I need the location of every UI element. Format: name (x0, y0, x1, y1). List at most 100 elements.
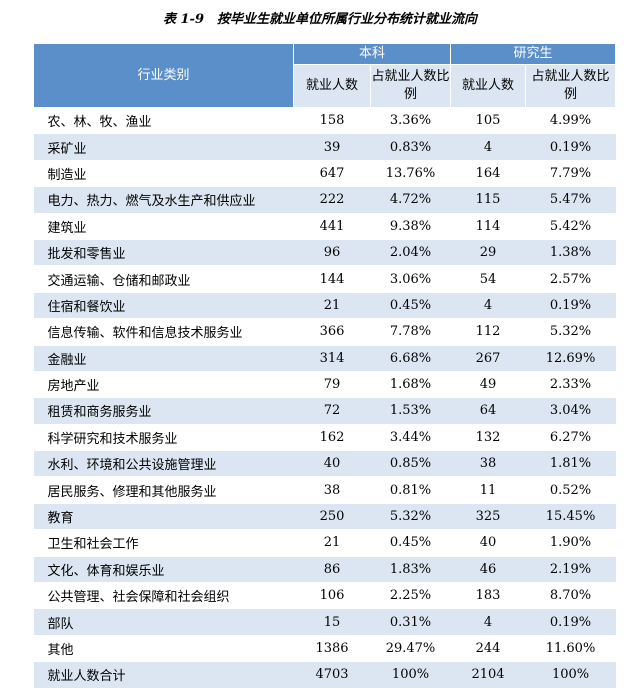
cell-value: 38 (293, 476, 371, 504)
table-row: 住宿和餐饮业 21 0.45% 4 0.19% (33, 292, 616, 320)
table-row: 交通运输、仓储和邮政业 144 3.06% 54 2.57% (33, 265, 616, 293)
cell-value: 100% (370, 661, 451, 689)
cell-value: 3.04% (525, 397, 616, 425)
cell-value: 0.85% (370, 450, 451, 478)
cell-value: 158 (293, 107, 371, 135)
table-row: 其他 1386 29.47% 244 11.60% (33, 635, 616, 663)
cell-value: 105 (450, 107, 526, 135)
cell-value: 3.36% (370, 107, 451, 135)
table-row: 居民服务、修理和其他服务业 38 0.81% 11 0.52% (33, 476, 616, 504)
industry-name: 卫生和社会工作 (33, 529, 294, 557)
industry-table: 行业类别 本科 研究生 就业人数 占就业人数比例 就业人数 占就业人数比例 农、… (33, 43, 617, 689)
cell-value: 39 (293, 133, 371, 161)
cell-value: 162 (293, 424, 371, 452)
industry-name: 租赁和商务服务业 (33, 397, 294, 425)
cell-value: 2.04% (370, 239, 451, 267)
cell-value: 5.47% (525, 186, 616, 214)
table-row: 部队 15 0.31% 4 0.19% (33, 608, 616, 636)
cell-value: 647 (293, 160, 371, 188)
cell-value: 1386 (293, 635, 371, 663)
cell-value: 1.38% (525, 239, 616, 267)
table-body: 农、林、牧、渔业 158 3.36% 105 4.99% 采矿业 39 0.83% 4 0.19%… (33, 107, 616, 689)
cell-value: 72 (293, 397, 371, 425)
cell-value: 64 (450, 397, 526, 425)
table-row: 信息传输、软件和信息技术服务业 366 7.78% 112 5.32% (33, 318, 616, 346)
cell-value: 244 (450, 635, 526, 663)
cell-value: 29 (450, 239, 526, 267)
cell-value: 0.83% (370, 133, 451, 161)
table-row: 采矿业 39 0.83% 4 0.19% (33, 133, 616, 161)
industry-name: 制造业 (33, 160, 294, 188)
industry-name: 文化、体育和娱乐业 (33, 556, 294, 584)
cell-value: 13.76% (370, 160, 451, 188)
table-row: 电力、热力、燃气及水生产和供应业 222 4.72% 115 5.47% (33, 186, 616, 214)
cell-value: 15.45% (525, 503, 616, 531)
table-row: 就业人数合计 4703 100% 2104 100% (33, 661, 616, 689)
industry-name: 电力、热力、燃气及水生产和供应业 (33, 186, 294, 214)
cell-value: 0.52% (525, 476, 616, 504)
table-row: 水利、环境和公共设施管理业 40 0.85% 38 1.81% (33, 450, 616, 478)
cell-value: 2.57% (525, 265, 616, 293)
table-title: 表 1-9 按毕业生就业单位所属行业分布统计就业流向 (162, 12, 477, 27)
industry-name: 金融业 (33, 345, 294, 372)
cell-value: 12.69% (525, 345, 616, 372)
table-row: 制造业 647 13.76% 164 7.79% (33, 160, 616, 188)
cell-value: 0.81% (370, 476, 451, 504)
cell-value: 2.33% (525, 371, 616, 399)
cell-value: 132 (450, 424, 526, 452)
cell-value: 6.68% (370, 345, 451, 372)
cell-value: 11.60% (525, 635, 616, 663)
cell-value: 164 (450, 160, 526, 188)
cell-value: 2.25% (370, 582, 451, 610)
industry-name: 水利、环境和公共设施管理业 (33, 450, 294, 478)
cell-value: 4 (450, 608, 526, 636)
cell-value: 54 (450, 265, 526, 293)
cell-value: 2104 (450, 661, 526, 689)
industry-name: 就业人数合计 (33, 661, 294, 689)
cell-value: 7.78% (370, 318, 451, 346)
industry-name: 居民服务、修理和其他服务业 (33, 476, 294, 504)
cell-value: 4.99% (525, 107, 616, 135)
industry-name: 房地产业 (33, 371, 294, 399)
cell-value: 3.44% (370, 424, 451, 452)
cell-value: 1.81% (525, 450, 616, 478)
cell-value: 4 (450, 292, 526, 320)
cell-value: 325 (450, 503, 526, 531)
cell-value: 40 (293, 450, 371, 478)
table-row: 金融业 314 6.68% 267 12.69% (33, 345, 616, 372)
cell-value: 1.53% (370, 397, 451, 425)
header-category: 行业类别 (33, 43, 294, 108)
cell-value: 29.47% (370, 635, 451, 663)
cell-value: 100% (525, 661, 616, 689)
table-row: 科学研究和技术服务业 162 3.44% 132 6.27% (33, 424, 616, 452)
cell-value: 441 (293, 213, 371, 240)
cell-value: 0.45% (370, 529, 451, 557)
cell-value: 7.79% (525, 160, 616, 188)
table-row: 卫生和社会工作 21 0.45% 40 1.90% (33, 529, 616, 557)
table-row: 公共管理、社会保障和社会组织 106 2.25% 183 8.70% (33, 582, 616, 610)
cell-value: 40 (450, 529, 526, 557)
cell-value: 4.72% (370, 186, 451, 214)
industry-name: 住宿和餐饮业 (33, 292, 294, 320)
cell-value: 5.32% (370, 503, 451, 531)
header-group: 研究生 (450, 43, 617, 65)
header-column: 占就业人数比例 (525, 64, 617, 108)
cell-value: 5.42% (525, 213, 616, 240)
table-row: 批发和零售业 96 2.04% 29 1.38% (33, 239, 616, 267)
cell-value: 21 (293, 529, 371, 557)
cell-value: 49 (450, 371, 526, 399)
cell-value: 0.19% (525, 133, 616, 161)
cell-value: 21 (293, 292, 371, 320)
cell-value: 5.32% (525, 318, 616, 346)
cell-value: 38 (450, 450, 526, 478)
cell-value: 144 (293, 265, 371, 293)
industry-name: 部队 (33, 608, 294, 636)
cell-value: 2.19% (525, 556, 616, 584)
cell-value: 3.06% (370, 265, 451, 293)
header-column: 就业人数 (450, 64, 527, 108)
table-row: 建筑业 441 9.38% 114 5.42% (33, 213, 616, 240)
cell-value: 11 (450, 476, 526, 504)
cell-value: 183 (450, 582, 526, 610)
cell-value: 314 (293, 345, 371, 372)
